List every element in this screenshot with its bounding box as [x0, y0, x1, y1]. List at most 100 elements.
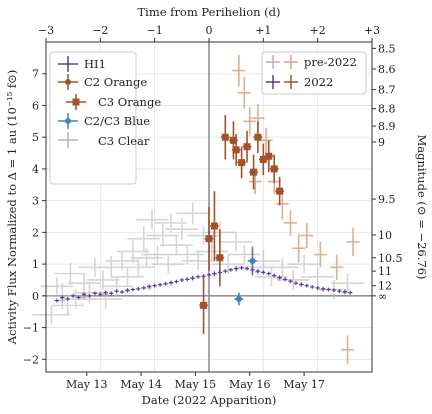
clear-point-1	[40, 276, 74, 296]
legend-square-c3-orange	[72, 98, 80, 106]
orange-marker-8	[243, 143, 251, 151]
orange-point-0	[199, 276, 208, 334]
mag-tick-label-4: 8.9	[378, 120, 396, 133]
hi1-point-15	[136, 286, 141, 291]
orange_light-point-8	[283, 210, 298, 236]
top-axis-label: Time from Perihelion (d)	[137, 5, 280, 19]
orange_light-point-13	[346, 227, 360, 257]
orange-marker-4	[221, 133, 229, 141]
hi1-point-28	[206, 273, 212, 277]
orange_light-point-9	[292, 233, 306, 263]
orange_light-point-11	[313, 241, 327, 268]
top-tick-label-2: −1	[147, 24, 163, 37]
hi1-point-44	[293, 281, 299, 286]
hi1-point-36	[250, 267, 255, 272]
legend-label-2022: 2022	[304, 75, 333, 89]
hi1-point-27	[201, 274, 206, 279]
orange-marker-10	[254, 133, 262, 141]
legend-instruments: HI1 C2 Orange C3 Orange C2/C3 Blue C3 Cl…	[49, 51, 161, 185]
hi1-point-25	[190, 276, 195, 280]
hi1-point-30	[217, 270, 223, 275]
orange-point-9	[249, 154, 258, 190]
hi1-point-52	[337, 289, 342, 293]
series-blue	[234, 246, 257, 306]
data-points	[32, 54, 364, 365]
orange-point-13	[269, 154, 279, 184]
orange-marker-6	[232, 146, 240, 154]
mag-tick-label-11: ∞	[378, 290, 387, 303]
clear-point-17	[135, 210, 169, 230]
orange-marker-5	[229, 136, 237, 144]
clear-point-25	[176, 202, 209, 225]
legend-epochs: pre-2022 2022	[261, 51, 367, 95]
legend-entry-clear: C3 Clear	[58, 132, 150, 148]
orange-point-10	[253, 121, 263, 154]
blue-marker-0	[235, 296, 242, 303]
hi1-point-0	[54, 298, 60, 303]
orange_light-point-1	[237, 76, 251, 109]
orange-point-6	[231, 134, 241, 166]
hi1-point-10	[109, 291, 114, 296]
x-tick-label-0: May 13	[66, 378, 108, 391]
x-tick-label-4: May 17	[283, 378, 325, 391]
orange_light-point-12	[330, 254, 344, 280]
mag-tick-label-3: 8.8	[378, 103, 396, 116]
hi1-point-20	[163, 281, 168, 286]
hi1-point-50	[326, 287, 331, 292]
orange-point-8	[242, 130, 252, 163]
top-tick-label-5: +2	[310, 24, 326, 37]
orange-marker-1	[205, 235, 213, 243]
x-tick-label-1: May 14	[120, 378, 162, 391]
series-hi1	[54, 266, 353, 303]
hi1-point-42	[282, 277, 288, 282]
clear-point-36	[266, 257, 299, 277]
orange-point-1	[204, 207, 214, 271]
y-tick-label-0: −2	[23, 353, 39, 366]
top-tick-label-3: 0	[206, 24, 213, 37]
hi1-point-19	[157, 282, 163, 287]
clear-point-37	[276, 270, 310, 290]
legend-entry-hi1: HI1	[58, 56, 106, 72]
hi1-point-8	[98, 292, 103, 297]
legend-entry-blue: C2/C3 Blue	[58, 113, 150, 129]
hi1-point-18	[152, 283, 157, 288]
hi1-point-22	[174, 279, 179, 284]
clear-point-14	[122, 257, 155, 277]
orange-marker-2	[210, 222, 218, 230]
orange-point-2	[210, 191, 219, 261]
hi1-point-54	[348, 290, 353, 295]
hi1-point-12	[119, 290, 125, 294]
y-tick-label-5: 3	[32, 195, 39, 208]
hi1-point-41	[277, 275, 282, 280]
legend-label-clear: C3 Clear	[98, 134, 150, 148]
top-tick-label-1: −2	[92, 24, 108, 37]
clear-point-32	[228, 245, 261, 265]
y-tick-label-4: 2	[32, 226, 39, 239]
clear-point-38	[287, 254, 321, 274]
top-tick-label-0: −3	[38, 24, 54, 37]
clear-point-5	[67, 273, 101, 293]
hi1-point-37	[255, 269, 261, 273]
hi1-point-23	[179, 278, 185, 282]
orange-marker-3	[216, 254, 224, 262]
orange-marker-9	[250, 168, 258, 176]
hi1-point-53	[342, 289, 348, 294]
hi1-point-51	[331, 288, 337, 293]
legend-label-blue: C2/C3 Blue	[84, 114, 150, 128]
legend-dot-blue	[65, 118, 71, 124]
legend-entry-2022: 2022	[266, 75, 333, 89]
hi1-point-40	[272, 273, 277, 278]
hi1-point-17	[147, 284, 152, 289]
legend-entry-c2-orange: C2 Orange	[58, 74, 147, 90]
clear-point-31	[219, 232, 253, 252]
mag-tick-label-10: 12	[378, 280, 392, 293]
x-tick-label-3: May 16	[229, 378, 271, 391]
clear-point-28	[195, 241, 229, 261]
y-tick-label-3: 1	[32, 258, 39, 271]
legend-entry-pre2022: pre-2022	[266, 55, 357, 69]
top-tick-label-4: +1	[255, 24, 271, 37]
hi1-point-9	[103, 290, 108, 295]
hi1-point-33	[233, 266, 239, 271]
